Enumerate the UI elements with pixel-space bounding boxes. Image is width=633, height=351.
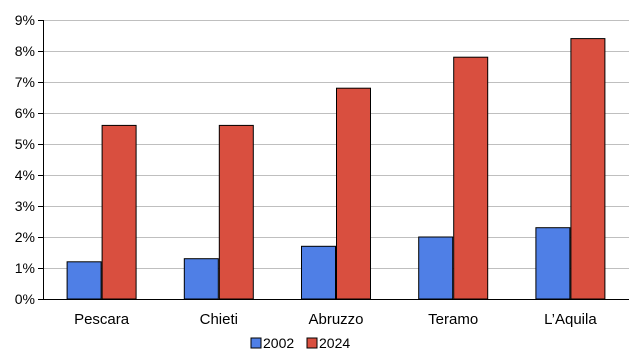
bar-2024-4 [570,38,606,300]
y-tick-label: 1% [15,260,35,276]
bar-2002-2 [301,245,336,300]
bar-2002-1 [183,258,219,300]
category-label: L’Aquila [544,311,597,328]
bar-2002-4 [535,227,571,300]
y-tick-label: 5% [15,136,35,152]
y-tick-label: 4% [15,167,35,183]
bar-2024-0 [101,124,137,300]
category-label: Chieti [200,311,238,328]
legend-label-2002: 2002 [263,335,294,351]
y-tick-label: 0% [15,291,35,307]
y-tick-label: 6% [15,105,35,121]
y-tick-label: 3% [15,198,35,214]
y-tick-label: 7% [15,74,35,90]
y-tick-labels: 0% 1% 2% 3% 4% 5% 6% 7% 8% 9% [15,12,35,307]
category-label: Teramo [428,311,478,328]
bar-2002-3 [418,236,454,300]
axes [38,20,629,300]
category-label: Pescara [74,311,130,328]
category-label: Abruzzo [308,311,363,328]
legend-swatch-2002 [250,337,262,349]
legend-label-2024: 2024 [319,335,350,351]
bar-2024-1 [218,124,254,300]
category-labels: Pescara Chieti Abruzzo Teramo L’Aquila [74,311,597,328]
legend: 2002 2024 [250,335,350,351]
bar-2024-2 [336,87,371,300]
bars [66,38,606,300]
legend-swatch-2024 [306,337,318,349]
y-tick-label: 9% [15,12,35,28]
bar-2024-3 [453,56,489,300]
y-tick-label: 8% [15,43,35,59]
y-tick-label: 2% [15,229,35,245]
bar-2002-0 [66,261,102,300]
